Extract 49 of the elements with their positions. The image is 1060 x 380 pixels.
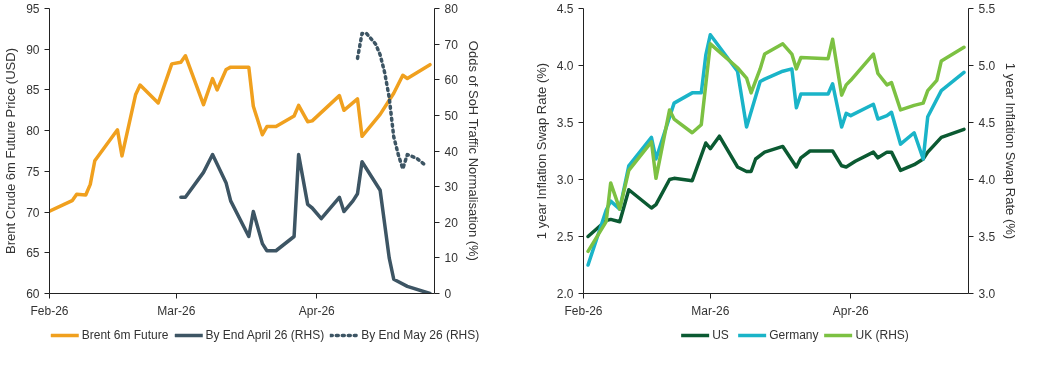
x-tick-label: Apr-26 — [832, 303, 870, 318]
y2-tick-label: 5.0 — [978, 59, 996, 73]
y-tick-label: 3.5 — [556, 116, 574, 130]
y-tick-label: 2.5 — [556, 230, 574, 244]
legend-label: By End April 26 (RHS) — [205, 328, 325, 342]
y2-tick-label: 3.0 — [978, 287, 996, 301]
line-series — [179, 152, 432, 294]
line-series — [355, 31, 428, 171]
y2-tick-label: 20 — [444, 215, 459, 230]
y2-tick-label: 4.5 — [978, 116, 996, 130]
legend-label: UK (RHS) — [855, 328, 909, 342]
y-tick-label: 60 — [26, 287, 40, 301]
y-tick-label: 70 — [26, 205, 40, 220]
y-tick-label: 85 — [26, 83, 40, 98]
x-tick-label: Feb-26 — [30, 303, 69, 318]
y-tick-label: 75 — [26, 164, 40, 179]
y-tick-label: 3.0 — [556, 173, 574, 187]
legend-label: US — [712, 328, 730, 342]
legend-label: By End May 26 (RHS) — [361, 328, 480, 342]
y2-tick-label: 5.5 — [978, 2, 996, 16]
x-tick-label: Apr-26 — [298, 303, 336, 318]
y-tick-label: 95 — [26, 2, 40, 16]
legend-label: Brent 6m Future — [81, 328, 169, 342]
line-series — [586, 127, 966, 239]
y2-axis-title: 1 year Inflation Swap Rate (%) — [1003, 62, 1019, 240]
y-tick-label: 80 — [26, 124, 40, 139]
y-tick-label: 90 — [26, 42, 40, 57]
y-tick-label: 65 — [26, 246, 40, 261]
y-axis-title: 1 year Inflation Swap Rate (%) — [533, 62, 549, 240]
legend-label: Germany — [769, 328, 819, 342]
y-tick-label: 4.0 — [556, 59, 574, 73]
y2-axis-title: Odds of SoH Traffic Normalisation (%) — [465, 40, 481, 261]
y2-tick-label: 0 — [444, 287, 452, 301]
y2-tick-label: 30 — [444, 180, 459, 195]
y2-tick-label: 50 — [444, 108, 459, 123]
y2-tick-label: 3.5 — [978, 230, 996, 244]
y-tick-label: 2.0 — [556, 287, 574, 301]
y2-tick-label: 70 — [444, 37, 459, 52]
line-series — [49, 53, 432, 214]
y-tick-label: 4.5 — [556, 2, 574, 16]
y2-tick-label: 10 — [444, 251, 459, 266]
x-tick-label: Feb-26 — [564, 303, 603, 318]
x-tick-label: Mar-26 — [157, 303, 196, 318]
y2-tick-label: 60 — [444, 73, 459, 88]
y-axis-title: Brent Crude 6m Future Price (USD) — [3, 48, 19, 254]
y2-tick-label: 4.0 — [978, 173, 996, 187]
y2-tick-label: 80 — [444, 2, 459, 16]
y2-tick-label: 40 — [444, 144, 459, 159]
x-tick-label: Mar-26 — [691, 303, 730, 318]
